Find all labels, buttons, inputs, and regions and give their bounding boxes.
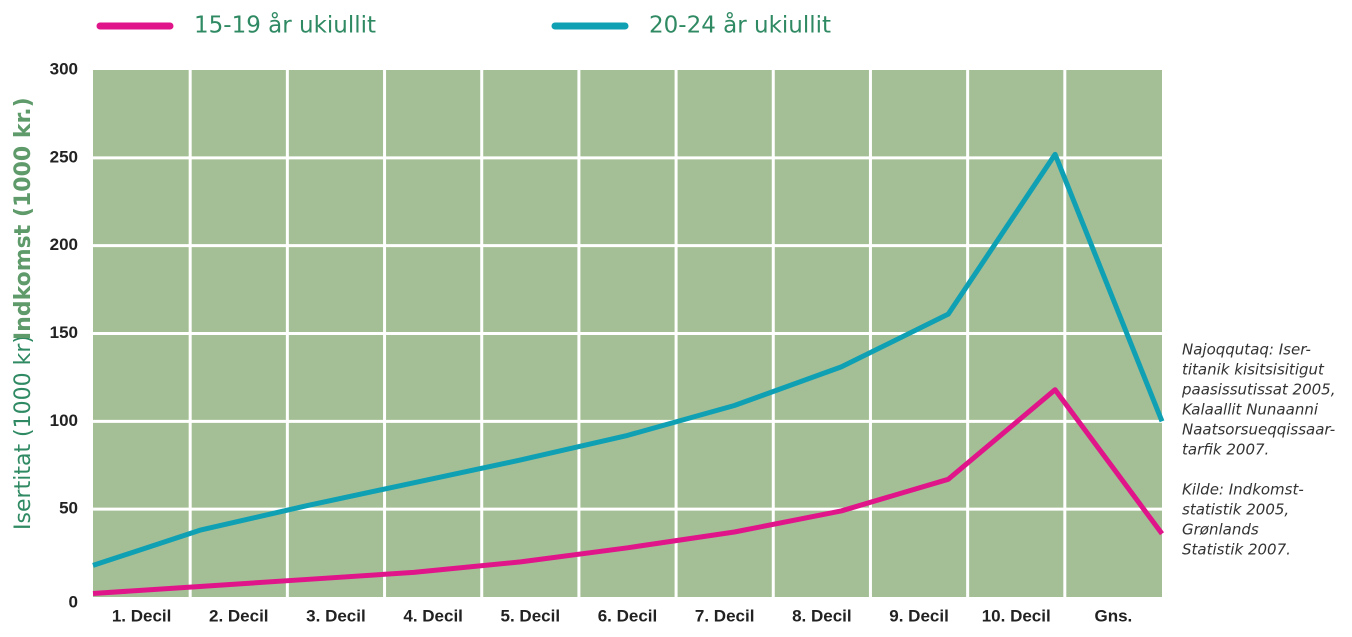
y-axis-label: Isertitat (1000 kr) bbox=[11, 335, 36, 530]
legend-label: 20-24 år ukiullit bbox=[649, 11, 831, 39]
y-axis-label: Indkomst (1000 kr.) bbox=[11, 97, 36, 340]
x-tick-label: 3. Decil bbox=[306, 606, 366, 625]
source-note: statistik 2005, bbox=[1182, 501, 1289, 519]
source-note: Grønlands bbox=[1182, 521, 1259, 539]
y-tick-label: 150 bbox=[50, 323, 78, 342]
source-note: Kilde: Indkomst- bbox=[1182, 481, 1304, 499]
x-tick-label: 2. Decil bbox=[209, 606, 269, 625]
series-line bbox=[92, 387, 1165, 596]
y-tick-label: 0 bbox=[69, 592, 78, 611]
source-note: Najoqqutaq: Iser- bbox=[1182, 341, 1311, 359]
source-note: paasissutissat 2005, bbox=[1181, 381, 1336, 399]
x-tick-label: 4. Decil bbox=[403, 606, 463, 625]
y-tick-label: 250 bbox=[50, 147, 78, 166]
y-tick-label: 50 bbox=[59, 499, 78, 518]
source-note: titanik kisitsisitigut bbox=[1182, 361, 1325, 379]
x-tick-label: 6. Decil bbox=[598, 606, 658, 625]
x-tick-label: 10. Decil bbox=[982, 606, 1051, 625]
y-tick-label: 300 bbox=[50, 59, 78, 78]
x-tick-label: 8. Decil bbox=[792, 606, 852, 625]
source-note: Kalaallit Nunaanni bbox=[1182, 401, 1319, 419]
legend-label: 15-19 år ukiullit bbox=[194, 11, 376, 39]
x-tick-label: 1. Decil bbox=[112, 606, 172, 625]
y-tick-label: 200 bbox=[50, 235, 78, 254]
series-line bbox=[92, 151, 1165, 568]
x-tick-label: 9. Decil bbox=[889, 606, 949, 625]
source-note: Statistik 2007. bbox=[1182, 541, 1291, 559]
y-tick-label: 100 bbox=[50, 411, 78, 430]
x-tick-label: 7. Decil bbox=[695, 606, 755, 625]
source-note: tarfik 2007. bbox=[1182, 441, 1269, 459]
x-tick-label: 5. Decil bbox=[501, 606, 561, 625]
source-note: Naatsorsueqqissaar- bbox=[1182, 421, 1335, 439]
x-tick-label: Gns. bbox=[1095, 606, 1133, 625]
